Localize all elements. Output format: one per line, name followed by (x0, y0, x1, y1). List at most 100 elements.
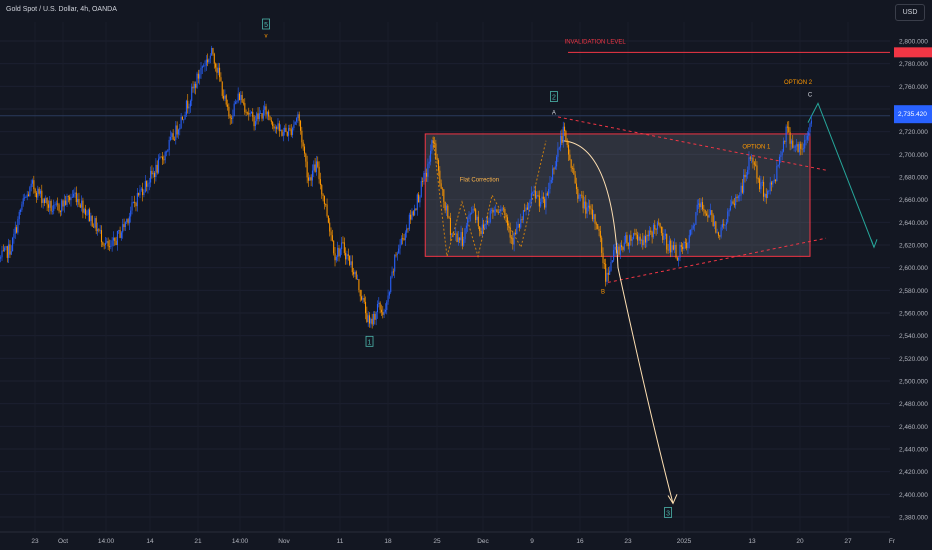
candle-body (343, 242, 345, 253)
price-tick-label: 2,560.000 (899, 311, 928, 318)
price-tick-label: 2,800.000 (899, 39, 928, 46)
candle-body (603, 263, 605, 264)
candle-body (225, 95, 227, 105)
candle-body (147, 183, 149, 187)
candle-body (281, 129, 283, 136)
candle-body (810, 120, 812, 124)
candle-body (447, 205, 449, 218)
time-tick-label: 21 (194, 538, 202, 545)
candle-body (53, 204, 55, 211)
candle-body (307, 177, 310, 181)
candle-body (719, 235, 721, 237)
candle-body (234, 102, 237, 104)
candle-body (537, 195, 539, 196)
candle-body (167, 149, 169, 152)
candle-body (652, 224, 654, 238)
candle-body (664, 233, 666, 236)
candle-body (103, 244, 105, 246)
candle-body (301, 130, 303, 143)
candle-body (367, 315, 369, 323)
candle-body (108, 246, 110, 248)
candle-body (188, 106, 190, 109)
candle-body (619, 245, 621, 255)
candle-body (606, 272, 608, 282)
candle-body (440, 183, 442, 189)
wave-label-C: C (808, 92, 813, 98)
candle-body (582, 195, 584, 209)
candle-body (333, 240, 335, 254)
candle-body (346, 254, 348, 260)
candle-body (688, 235, 690, 243)
annotation-option-1: OPTION 1 (742, 145, 771, 151)
price-tick-label: 2,680.000 (899, 175, 928, 182)
candle-body (627, 243, 629, 247)
time-tick-label: 2025 (677, 538, 692, 545)
candle-body (253, 116, 255, 127)
candle-body (89, 209, 91, 222)
grid (0, 22, 893, 532)
candle-body (752, 157, 754, 163)
candle-body (184, 114, 186, 120)
candle-body (365, 301, 367, 314)
candle-body (18, 211, 20, 219)
candle-body (650, 230, 652, 233)
candle-body (663, 235, 665, 240)
candle-body (282, 132, 284, 136)
annotation-flat-correction: Flat Correction (460, 178, 499, 184)
candle-body (497, 212, 499, 213)
candle-body (250, 111, 252, 114)
candle-body (532, 192, 534, 194)
candle-body (177, 129, 179, 135)
candle-body (203, 65, 205, 67)
candle-body (692, 225, 694, 229)
candle-body (61, 200, 63, 212)
candle-body (205, 59, 207, 66)
candle-body (426, 173, 428, 177)
candle-body (296, 118, 298, 122)
candle-body (57, 203, 59, 205)
price-axis-bg (890, 0, 932, 550)
candle-body (743, 174, 745, 193)
candle-body (432, 140, 434, 143)
candle-body (363, 298, 365, 302)
candle-body (359, 289, 361, 297)
candle-body (801, 148, 803, 150)
candle-body (694, 224, 696, 226)
currency-button[interactable]: USD (895, 4, 925, 21)
candle-body (319, 179, 321, 186)
candle-body (86, 214, 88, 216)
price-axis[interactable]: 2,380.000 2,400.000 2,420.000 2,440.000 2,46… (890, 0, 932, 550)
candle-body (37, 188, 39, 198)
candle-body (1, 250, 3, 258)
candle-body (659, 223, 661, 227)
price-tick-label: 2,520.000 (899, 356, 928, 363)
candle-body (50, 200, 52, 212)
candle-body (326, 204, 328, 216)
candle-body (667, 249, 669, 251)
candle-body (492, 209, 494, 213)
candle-body (115, 240, 117, 246)
candle-body (613, 249, 615, 261)
candle-body (99, 230, 101, 231)
candle-body (723, 224, 725, 226)
time-tick-label: 14:00 (232, 538, 249, 545)
candle-body (785, 126, 787, 142)
wave-label-box (262, 18, 270, 30)
candle-body (534, 190, 536, 199)
candle-body (709, 210, 712, 215)
candle-body (487, 220, 489, 223)
candle-body (96, 229, 99, 231)
time-axis[interactable]: 23 Oct 14:00 14 21 14:00 Nov 11 18 25 Dec 9 16 23 2025… (0, 531, 896, 545)
candle-body (388, 292, 390, 296)
candle-body (544, 198, 546, 208)
candle-body (285, 127, 287, 132)
price-tick-label: 2,780.000 (899, 61, 928, 68)
candle-body (102, 242, 104, 245)
candle-body (740, 185, 742, 196)
candle-body (54, 204, 56, 206)
time-tick-label: 18 (384, 538, 392, 545)
candle-body (476, 216, 478, 221)
candle-body (260, 113, 262, 115)
candle-body (545, 193, 547, 208)
